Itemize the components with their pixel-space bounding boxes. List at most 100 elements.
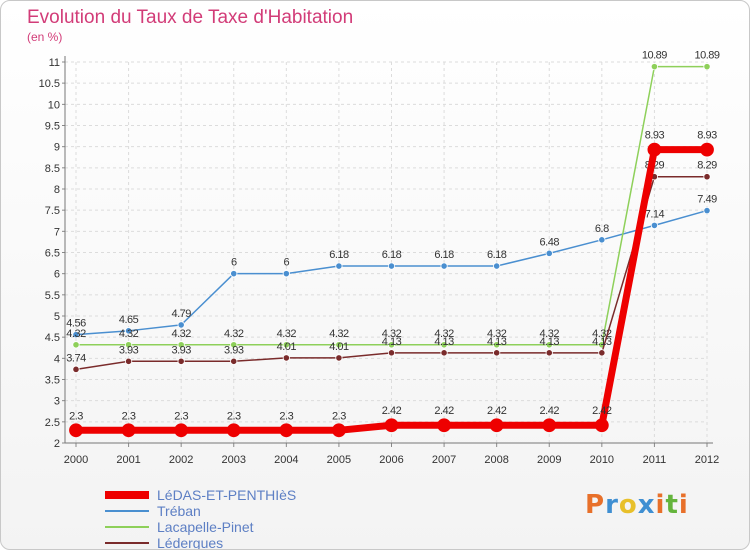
data-label: 4.01: [329, 341, 349, 353]
x-tick-label: 2000: [64, 454, 88, 466]
x-tick-label: 2005: [327, 454, 351, 466]
data-point: [72, 331, 80, 339]
data-label: 3.93: [171, 344, 191, 356]
legend-swatch: [105, 491, 149, 499]
y-tick-label: 10.5: [39, 78, 60, 90]
data-point: [332, 423, 346, 438]
data-point: [335, 341, 343, 349]
data-label: 2.42: [592, 405, 612, 417]
data-label: 4.13: [382, 336, 402, 348]
data-point: [387, 341, 396, 349]
x-tick-label: 2001: [116, 454, 140, 466]
data-label: 6.18: [434, 249, 454, 261]
data-label: 4.32: [277, 328, 297, 340]
data-label: 8.29: [697, 160, 717, 172]
logo-letter: x: [637, 490, 656, 520]
data-point: [177, 357, 185, 365]
legend-item: LéDAS-ET-PENTHIèS: [105, 487, 296, 503]
x-tick-label: 2011: [643, 454, 667, 466]
data-label: 10.89: [694, 50, 719, 62]
y-tick-label: 5.5: [45, 290, 60, 302]
x-tick-label: 2002: [169, 454, 193, 466]
data-label: 6: [231, 257, 237, 269]
data-label: 7.14: [645, 208, 665, 220]
data-label: 6.48: [540, 236, 560, 248]
data-point: [703, 206, 711, 215]
data-point: [124, 341, 133, 349]
data-label: 2.3: [279, 410, 293, 422]
legend-label: Lédergues: [157, 535, 224, 550]
data-label: 3.93: [119, 344, 139, 356]
data-label: 2.3: [122, 410, 136, 422]
data-point: [489, 418, 504, 433]
logo-letter: o: [618, 490, 638, 520]
data-point: [493, 349, 501, 357]
data-label: 4.32: [329, 328, 349, 340]
chart-unit: (en %): [27, 30, 63, 44]
data-point: [226, 423, 241, 438]
legend-item: Lacapelle-Pinet: [105, 519, 296, 535]
data-point: [124, 327, 133, 335]
data-point: [387, 349, 396, 357]
x-tick-label: 2012: [695, 454, 719, 466]
data-point: [545, 349, 553, 357]
logo-letter: t: [665, 490, 679, 520]
data-label: 2.3: [174, 410, 188, 422]
data-label: 4.32: [171, 328, 191, 340]
data-label: 4.56: [66, 318, 86, 330]
data-label: 6.18: [487, 249, 507, 261]
chart-title: Evolution du Taux de Taxe d'Habitation: [27, 7, 354, 28]
legend-label: LéDAS-ET-PENTHIèS: [157, 487, 297, 503]
data-label: 4.01: [277, 341, 297, 353]
logo-letter: i: [678, 490, 689, 520]
data-point: [387, 262, 396, 270]
y-tick-label: 3: [54, 396, 60, 408]
data-point: [335, 354, 343, 362]
data-label: 6.8: [595, 223, 609, 235]
data-point: [545, 341, 553, 349]
data-label: 6.18: [329, 249, 349, 261]
data-label: 4.32: [66, 328, 86, 340]
data-point: [177, 341, 185, 349]
y-tick-label: 9: [54, 142, 60, 154]
data-point: [598, 236, 606, 244]
data-point: [72, 341, 80, 349]
data-point: [440, 262, 448, 270]
data-point: [703, 63, 711, 71]
data-point: [545, 249, 553, 257]
y-tick-label: 3.5: [45, 375, 60, 387]
data-point: [230, 270, 238, 278]
y-tick-label: 8.5: [45, 163, 60, 175]
data-label: 6.18: [382, 249, 402, 261]
data-point: [174, 423, 189, 438]
proxiti-logo: Proxiti: [585, 490, 689, 520]
y-tick-label: 5: [54, 311, 60, 323]
x-tick-label: 2010: [590, 454, 614, 466]
data-label: 8.93: [697, 130, 717, 142]
legend-item: Lédergues: [105, 535, 296, 550]
data-label: 4.32: [540, 328, 560, 340]
data-point: [440, 341, 448, 349]
data-label: 4.32: [224, 328, 244, 340]
legend-item: Tréban: [105, 503, 296, 519]
legend-label: Lacapelle-Pinet: [157, 519, 254, 535]
data-point: [647, 142, 662, 157]
y-tick-label: 9.5: [45, 121, 60, 133]
data-label: 4.32: [434, 328, 454, 340]
x-tick-label: 2009: [537, 454, 561, 466]
legend-swatch: [105, 542, 149, 544]
data-point: [335, 262, 343, 270]
x-tick-label: 2007: [432, 454, 456, 466]
data-label: 4.32: [487, 328, 507, 340]
data-label: 2.42: [434, 405, 454, 417]
data-label: 4.13: [487, 336, 507, 348]
data-label: 10.89: [642, 50, 667, 62]
data-point: [700, 142, 714, 157]
data-label: 3.74: [66, 352, 86, 364]
data-point: [703, 173, 711, 181]
data-point: [594, 418, 609, 433]
data-point: [69, 423, 83, 438]
data-point: [279, 423, 294, 438]
